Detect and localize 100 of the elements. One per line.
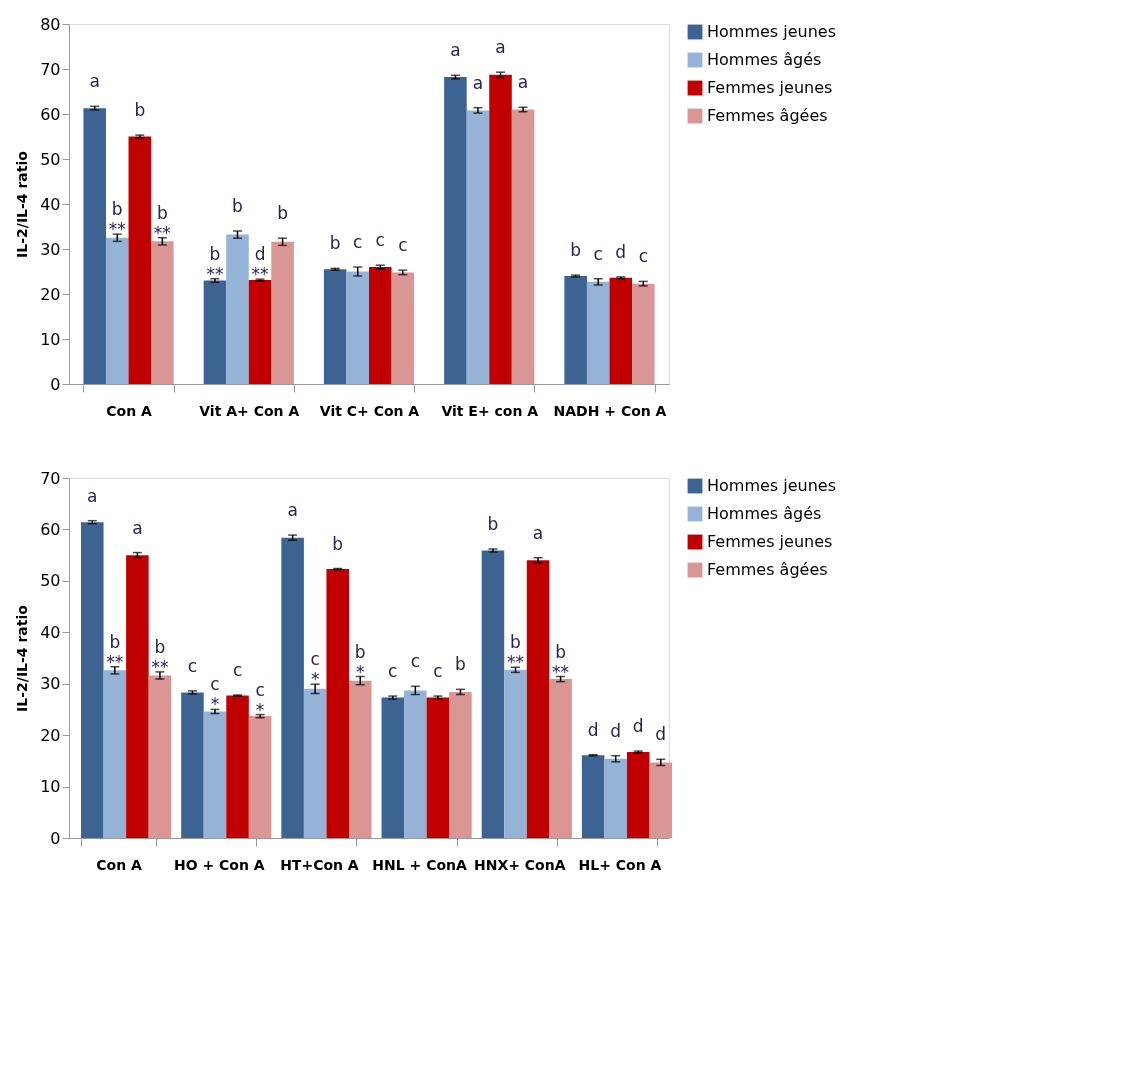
legend-label: Hommes âgés xyxy=(707,504,822,523)
annotation: a xyxy=(132,517,143,538)
annotation: a xyxy=(472,72,484,93)
y-tick-label: 40 xyxy=(40,622,61,642)
bar xyxy=(303,688,327,838)
annotation: b xyxy=(134,100,146,121)
y-tick-label: 50 xyxy=(40,571,61,591)
x-tick-label: NADH + Con A xyxy=(553,402,667,419)
annotation: c * xyxy=(210,674,220,715)
annotation: c xyxy=(433,661,443,682)
annotation: d xyxy=(655,724,667,745)
x-tick-label: Con A xyxy=(96,856,143,873)
bar xyxy=(105,237,129,384)
bar xyxy=(181,692,204,838)
annotation: c * xyxy=(255,679,265,720)
bar xyxy=(391,272,415,384)
bar xyxy=(381,697,405,838)
annotation: c xyxy=(638,246,648,267)
y-axis-title: IL-2/IL-4 ratio xyxy=(14,604,31,712)
legend-label: Femmes âgées xyxy=(707,560,828,579)
annotation: a xyxy=(495,37,506,58)
annotation: d xyxy=(632,716,644,737)
bar xyxy=(626,752,650,838)
bar xyxy=(609,277,633,384)
bar xyxy=(511,109,535,384)
annotation: c xyxy=(398,235,408,256)
annotation: b ** xyxy=(153,202,171,243)
annotation: b xyxy=(277,203,288,224)
annotation: b xyxy=(570,240,582,261)
bar xyxy=(581,755,605,838)
bar xyxy=(151,241,174,384)
bar xyxy=(404,690,427,838)
bar xyxy=(346,271,369,384)
bar xyxy=(281,537,304,838)
annotation: c xyxy=(375,230,385,251)
bar xyxy=(203,711,227,838)
y-tick-label: 60 xyxy=(40,104,61,124)
x-tick-label: HO + Con A xyxy=(173,856,265,873)
bar xyxy=(128,136,152,384)
annotation: b * xyxy=(354,641,366,682)
bar xyxy=(564,276,587,384)
y-tick-label: 30 xyxy=(40,674,61,694)
bar xyxy=(148,675,172,838)
y-tick-label: 10 xyxy=(40,329,61,349)
bar xyxy=(444,77,467,384)
bar xyxy=(248,280,272,384)
annotation: b ** xyxy=(151,636,169,677)
y-tick-label: 0 xyxy=(50,828,61,848)
bar xyxy=(526,560,550,838)
annotation: b ** xyxy=(507,632,525,673)
annotation: c xyxy=(593,243,603,264)
x-tick-label: HNX+ ConA xyxy=(473,856,566,873)
bar xyxy=(203,280,227,384)
bar xyxy=(226,695,249,838)
x-tick-label: Vit A+ Con A xyxy=(199,402,300,419)
annotation: a xyxy=(287,500,298,521)
y-tick-label: 80 xyxy=(40,14,61,34)
bar xyxy=(248,716,272,838)
annotation: a xyxy=(532,522,544,543)
legend-label: Femmes âgées xyxy=(707,106,828,125)
annotation: c xyxy=(232,660,243,681)
x-tick-label: Vit E+ con A xyxy=(441,402,539,419)
annotation: c xyxy=(410,651,421,672)
bar xyxy=(326,569,349,838)
bar xyxy=(586,281,610,384)
annotation: d xyxy=(615,241,627,262)
annotation: d xyxy=(587,719,599,740)
annotation: b xyxy=(455,654,466,675)
bar xyxy=(426,697,450,838)
bar xyxy=(489,74,512,384)
bar xyxy=(504,669,527,838)
bar xyxy=(649,762,673,838)
bar xyxy=(449,691,472,838)
annotation: a xyxy=(450,40,461,61)
y-tick-label: 10 xyxy=(40,777,61,797)
bar xyxy=(632,283,655,384)
legend-label: Hommes jeunes xyxy=(707,22,837,41)
bar xyxy=(103,670,127,838)
annotation: a xyxy=(517,72,529,93)
annotation: b ** xyxy=(106,631,124,672)
bar xyxy=(481,550,505,838)
annotation: c xyxy=(388,661,398,682)
bar xyxy=(604,758,627,838)
y-tick-label: 30 xyxy=(40,239,61,259)
legend-label: Femmes jeunes xyxy=(707,532,833,551)
y-tick-label: 20 xyxy=(40,725,61,745)
bar xyxy=(81,522,104,838)
y-tick-label: 20 xyxy=(40,284,61,304)
annotation: c xyxy=(187,655,198,676)
x-tick-label: HT+Con A xyxy=(280,856,359,873)
legend-label: Hommes âgés xyxy=(707,50,822,69)
annotation: d ** xyxy=(251,244,269,285)
annotation: c * xyxy=(310,649,320,690)
bar xyxy=(83,108,106,384)
annotation: c xyxy=(353,232,363,252)
bar xyxy=(226,234,249,384)
annotation: b ** xyxy=(206,243,224,284)
bar xyxy=(549,679,572,838)
bar xyxy=(323,269,347,384)
bar xyxy=(369,267,392,384)
